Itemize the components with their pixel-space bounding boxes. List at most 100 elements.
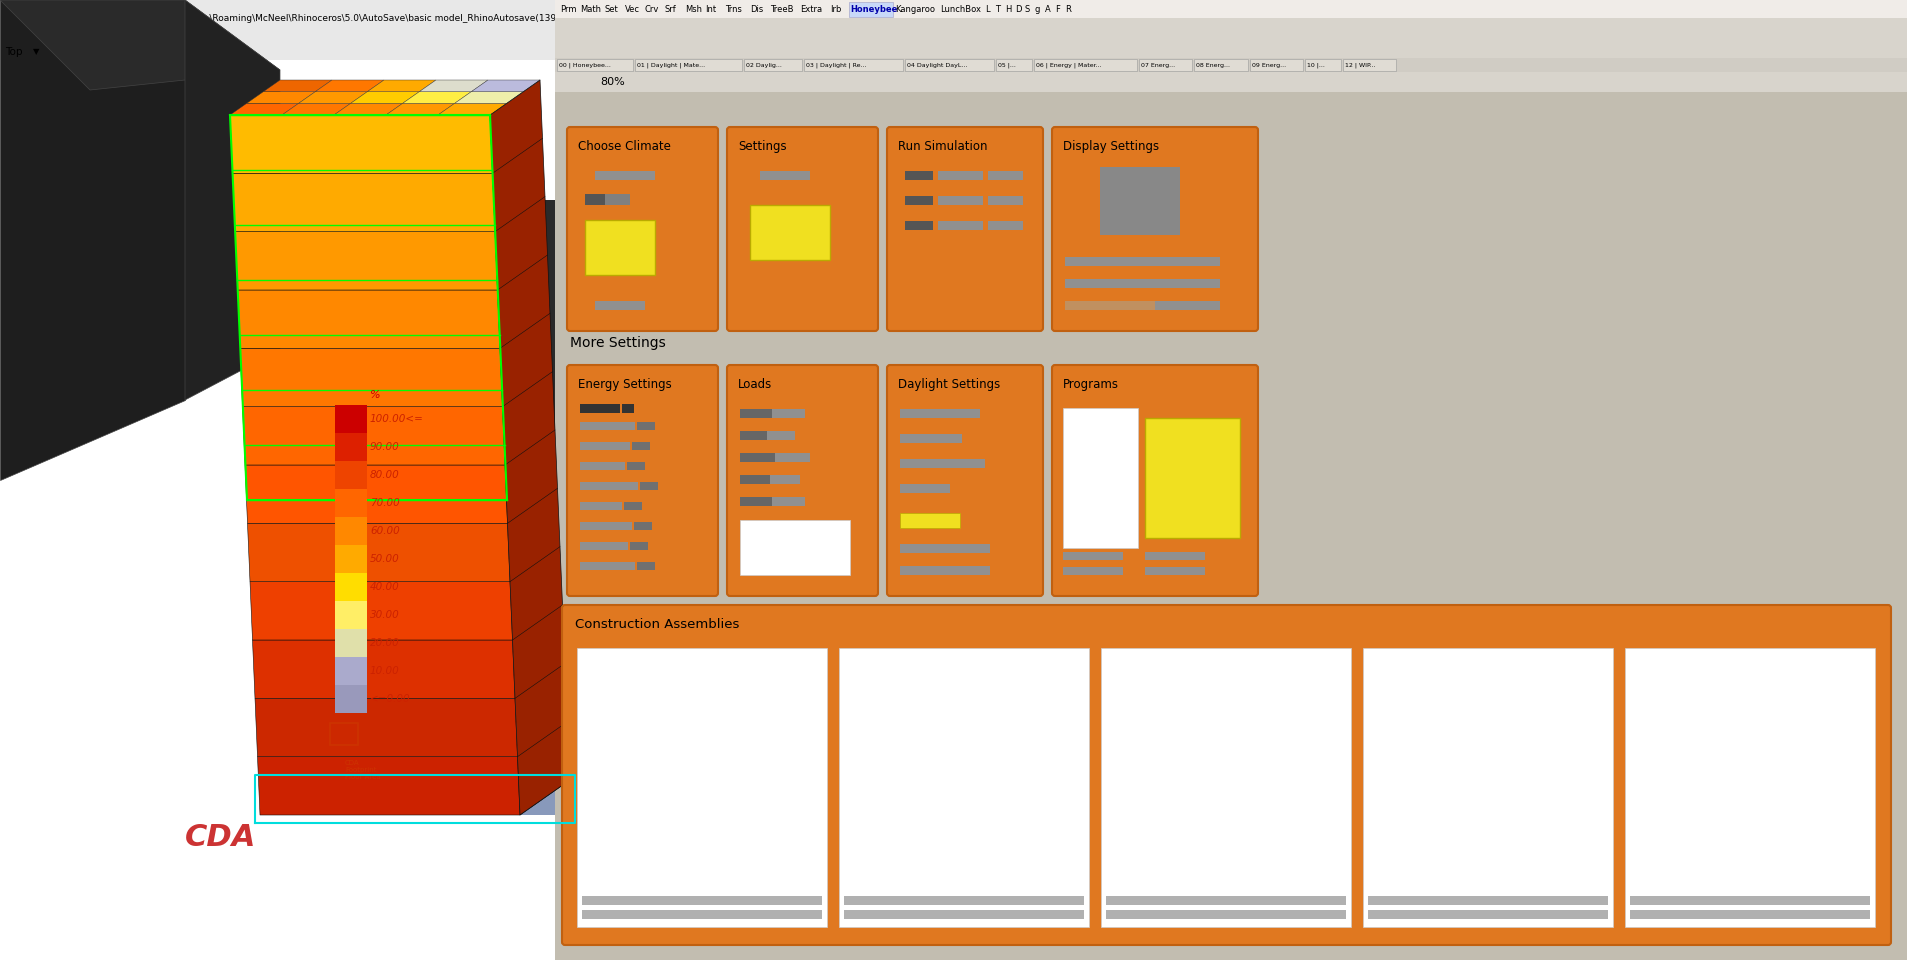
- Text: %: %: [370, 390, 379, 400]
- Text: 80%: 80%: [599, 77, 624, 87]
- Bar: [336, 573, 366, 601]
- Bar: [744, 59, 803, 71]
- Bar: [988, 221, 1022, 230]
- Bar: [639, 482, 658, 490]
- Bar: [1367, 910, 1608, 919]
- Text: Int: Int: [704, 5, 715, 13]
- Polygon shape: [250, 582, 513, 640]
- Text: More Settings: More Settings: [570, 336, 666, 350]
- Bar: [580, 422, 635, 430]
- Bar: [1194, 59, 1247, 71]
- Bar: [595, 301, 645, 310]
- Bar: [1062, 408, 1137, 548]
- Polygon shape: [244, 465, 507, 523]
- Polygon shape: [257, 756, 521, 815]
- Text: Run Simulation: Run Simulation: [898, 140, 988, 153]
- Bar: [582, 910, 822, 919]
- Bar: [336, 461, 366, 489]
- Text: 03 | Daylight | Re...: 03 | Daylight | Re...: [807, 62, 866, 68]
- Bar: [900, 434, 961, 443]
- Text: 10.00: 10.00: [370, 666, 400, 676]
- Bar: [336, 517, 366, 545]
- Text: 04 Daylight DayL...: 04 Daylight DayL...: [906, 62, 967, 67]
- Bar: [740, 453, 810, 462]
- Bar: [580, 542, 627, 550]
- Bar: [580, 502, 622, 510]
- Bar: [580, 482, 637, 490]
- Text: Math: Math: [580, 5, 601, 13]
- Polygon shape: [263, 80, 332, 91]
- Text: 30.00: 30.00: [370, 610, 400, 620]
- Polygon shape: [256, 698, 517, 756]
- Bar: [555, 18, 1907, 58]
- Polygon shape: [231, 104, 299, 115]
- Bar: [557, 59, 633, 71]
- Bar: [580, 462, 625, 470]
- Bar: [585, 194, 629, 205]
- Bar: [740, 475, 799, 484]
- Text: 02 Daylig...: 02 Daylig...: [746, 62, 782, 67]
- Bar: [938, 196, 982, 205]
- Bar: [1144, 552, 1205, 560]
- Bar: [580, 404, 620, 413]
- Text: 10 |...: 10 |...: [1306, 62, 1325, 68]
- Bar: [1106, 896, 1344, 905]
- Text: 90.00: 90.00: [370, 442, 400, 452]
- Text: Dis: Dis: [749, 5, 763, 13]
- Polygon shape: [334, 104, 402, 115]
- Bar: [900, 513, 959, 528]
- Polygon shape: [315, 80, 383, 91]
- Bar: [1362, 648, 1611, 927]
- Bar: [988, 196, 1022, 205]
- Text: <=0.00: <=0.00: [370, 694, 410, 704]
- Bar: [0, 0, 555, 960]
- Bar: [555, 72, 1907, 92]
- Bar: [1144, 567, 1205, 575]
- Bar: [843, 896, 1083, 905]
- Bar: [624, 502, 641, 510]
- Bar: [740, 453, 774, 462]
- Bar: [582, 896, 822, 905]
- Bar: [1304, 59, 1341, 71]
- Text: 01 | Daylight | Mate...: 01 | Daylight | Mate...: [637, 62, 706, 68]
- Text: H: H: [1005, 5, 1011, 13]
- Bar: [740, 520, 849, 575]
- Text: D: D: [1015, 5, 1020, 13]
- Text: Settings: Settings: [738, 140, 786, 153]
- Bar: [995, 59, 1032, 71]
- Bar: [336, 657, 366, 685]
- Text: Select polysurface for edit point display.: Select polysurface for edit point displa…: [2, 2, 185, 11]
- Bar: [555, 0, 1907, 960]
- Polygon shape: [231, 115, 492, 174]
- Bar: [580, 442, 629, 450]
- Bar: [904, 59, 994, 71]
- Text: A: A: [1045, 5, 1051, 13]
- Text: L: L: [984, 5, 990, 13]
- Bar: [336, 601, 366, 629]
- Bar: [1064, 257, 1219, 266]
- Bar: [740, 475, 770, 484]
- Text: Prm: Prm: [561, 5, 576, 13]
- Bar: [740, 497, 805, 506]
- Polygon shape: [240, 348, 502, 407]
- Text: Honeybee: Honeybee: [849, 5, 896, 13]
- Bar: [938, 221, 982, 230]
- FancyBboxPatch shape: [563, 605, 1890, 945]
- Text: Daylight Settings: Daylight Settings: [898, 378, 999, 391]
- Text: Energy Settings: Energy Settings: [578, 378, 671, 391]
- Bar: [336, 685, 366, 713]
- Bar: [555, 0, 1907, 18]
- Text: 60.00: 60.00: [370, 526, 400, 536]
- Bar: [555, 92, 1907, 960]
- Polygon shape: [351, 91, 420, 104]
- Text: CDA
Footprint
Floor Area: CDA Footprint Floor Area: [345, 760, 379, 780]
- Bar: [740, 431, 795, 440]
- Bar: [627, 462, 645, 470]
- Polygon shape: [236, 290, 500, 348]
- Bar: [988, 171, 1022, 180]
- Text: Crv: Crv: [645, 5, 660, 13]
- FancyBboxPatch shape: [727, 127, 877, 331]
- Bar: [336, 629, 366, 657]
- Bar: [900, 566, 990, 575]
- Bar: [1144, 418, 1240, 538]
